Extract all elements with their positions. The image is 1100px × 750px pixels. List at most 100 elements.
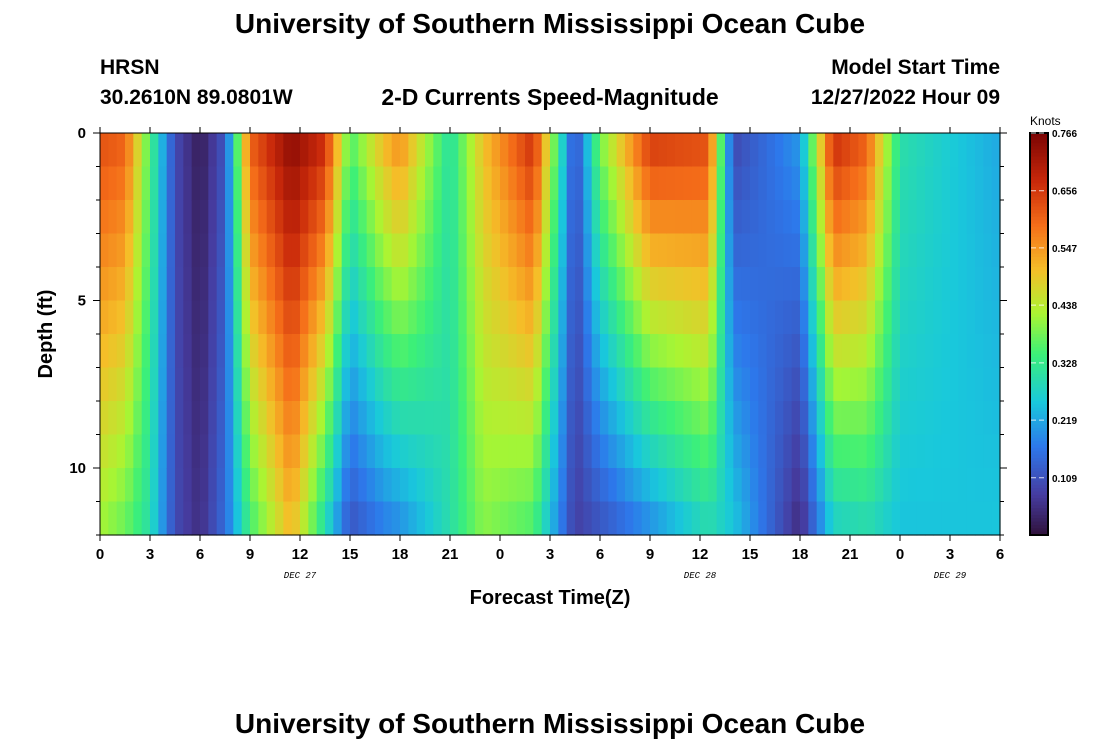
- heat-cell: [950, 334, 959, 369]
- heat-cell: [666, 233, 676, 268]
- colorbar-segment: [1030, 508, 1048, 513]
- heat-cell: [150, 468, 159, 503]
- heat-cell: [325, 401, 334, 436]
- heat-cell: [800, 367, 809, 402]
- heat-cell: [225, 468, 234, 503]
- heat-cell: [666, 468, 676, 503]
- heat-cell: [333, 300, 343, 335]
- heat-cell: [516, 300, 526, 335]
- colorbar-segment: [1030, 488, 1048, 493]
- heat-cell: [616, 267, 626, 302]
- heat-cell: [616, 133, 626, 168]
- heat-cell: [341, 133, 351, 168]
- heat-cell: [850, 300, 859, 335]
- heat-cell: [600, 401, 609, 436]
- heat-cell: [783, 367, 793, 402]
- heat-cell: [800, 300, 809, 335]
- y-axis-label: Depth (ft): [35, 290, 57, 379]
- heat-cell: [100, 267, 109, 302]
- heat-cell: [625, 200, 634, 235]
- heat-cell: [541, 468, 551, 503]
- heat-cell: [591, 233, 601, 268]
- heat-cell: [683, 166, 693, 201]
- heat-cell: [966, 401, 976, 436]
- heat-cell: [450, 200, 459, 235]
- heat-cell: [300, 334, 309, 369]
- colorbar-segment: [1030, 327, 1048, 332]
- x-tick-label: 0: [896, 546, 904, 563]
- heat-cell: [508, 200, 518, 235]
- heat-cell: [608, 468, 618, 503]
- heat-cell: [966, 501, 976, 536]
- heat-cell: [933, 300, 943, 335]
- heat-cell: [491, 367, 501, 402]
- colorbar-segment: [1030, 404, 1048, 409]
- heat-cell: [650, 468, 659, 503]
- heat-cell: [141, 267, 151, 302]
- colorbar-tick-label: 0.656: [1052, 187, 1077, 198]
- heat-cell: [241, 267, 251, 302]
- heat-cell: [383, 501, 393, 536]
- heat-cell: [783, 501, 793, 536]
- heat-cell: [925, 501, 934, 536]
- heat-cell: [225, 434, 234, 469]
- heat-cell: [550, 267, 559, 302]
- heat-cell: [975, 401, 984, 436]
- heat-cell: [525, 267, 534, 302]
- heat-cell: [325, 367, 334, 402]
- heat-cell: [325, 200, 334, 235]
- heat-cell: [941, 434, 951, 469]
- heat-cell: [308, 367, 318, 402]
- heat-cell: [575, 267, 584, 302]
- heat-cell: [641, 501, 651, 536]
- heat-cell: [808, 267, 818, 302]
- heat-cell: [591, 367, 601, 402]
- heat-cell: [516, 468, 526, 503]
- heat-cell: [558, 300, 568, 335]
- heat-cell: [433, 334, 443, 369]
- heat-cell: [716, 367, 726, 402]
- heat-cell: [741, 501, 751, 536]
- heat-cell: [600, 200, 609, 235]
- heat-cell: [566, 133, 576, 168]
- heat-cell: [233, 401, 243, 436]
- heat-cell: [683, 300, 693, 335]
- heat-cell: [800, 401, 809, 436]
- heat-cell: [900, 468, 909, 503]
- heat-cell: [925, 468, 934, 503]
- colorbar-segment: [1030, 200, 1048, 204]
- heat-cell: [475, 300, 484, 335]
- heat-cell: [250, 300, 259, 335]
- heat-cell: [750, 501, 759, 536]
- heat-cell: [808, 166, 818, 201]
- colorbar-segment: [1030, 447, 1048, 452]
- colorbar-segment: [1030, 273, 1048, 278]
- heat-cell: [225, 300, 234, 335]
- heat-cell: [808, 434, 818, 469]
- colorbar-segment: [1030, 330, 1048, 335]
- colorbar-segment: [1030, 478, 1048, 482]
- colorbar-segment: [1030, 394, 1048, 399]
- heat-cell: [541, 166, 551, 201]
- heat-cell: [708, 267, 718, 302]
- heat-cell: [483, 267, 493, 302]
- heat-cell: [966, 434, 976, 469]
- heat-cell: [858, 468, 868, 503]
- colorbar-segment: [1030, 374, 1048, 379]
- x-tick-label: 9: [246, 546, 254, 563]
- heat-cell: [966, 367, 976, 402]
- heat-cell: [858, 367, 868, 402]
- heat-cell: [300, 233, 309, 268]
- colorbar-tick-label: 0.328: [1052, 359, 1077, 370]
- heat-cell: [175, 200, 184, 235]
- heat-cell: [683, 367, 693, 402]
- heat-cell: [733, 267, 743, 302]
- heat-cell: [975, 166, 984, 201]
- heat-cell: [566, 267, 576, 302]
- heat-cell: [833, 233, 843, 268]
- heat-cell: [808, 200, 818, 235]
- heat-cell: [500, 200, 509, 235]
- heat-cell: [991, 434, 1001, 469]
- heat-cell: [625, 334, 634, 369]
- heat-cell: [400, 300, 409, 335]
